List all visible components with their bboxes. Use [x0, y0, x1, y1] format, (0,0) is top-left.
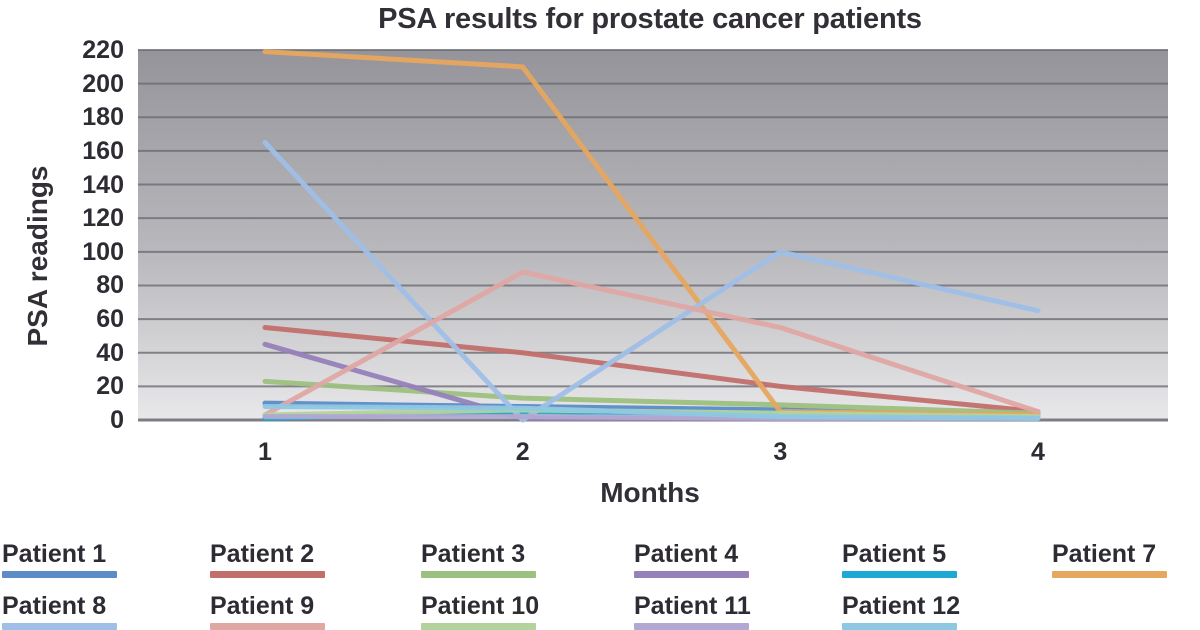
legend-swatch-patient-2	[210, 571, 325, 578]
legend-item-patient-2: Patient 2	[210, 540, 370, 578]
y-tick-120: 120	[82, 204, 124, 233]
legend-item-patient-5: Patient 5	[842, 540, 1002, 578]
legend-item-patient-1: Patient 1	[2, 540, 162, 578]
legend-swatch-patient-7	[1052, 571, 1167, 578]
x-tick-3: 3	[773, 438, 788, 466]
y-tick-220: 220	[82, 36, 124, 64]
y-tick-80: 80	[96, 271, 124, 300]
x-tick-1: 1	[258, 438, 272, 466]
legend-label-patient-12: Patient 12	[842, 592, 961, 620]
y-tick-60: 60	[96, 305, 124, 334]
y-tick-20: 20	[96, 372, 124, 401]
y-tick-140: 140	[82, 170, 124, 199]
legend-label-patient-3: Patient 3	[421, 540, 526, 568]
x-axis-title: Months	[600, 477, 700, 508]
legend-label-patient-11: Patient 11	[634, 592, 751, 620]
x-tick-4: 4	[1031, 438, 1045, 466]
y-tick-0: 0	[110, 406, 124, 434]
plot-area	[138, 49, 1168, 423]
legend-item-patient-7: Patient 7	[1052, 540, 1200, 578]
legend-label-patient-5: Patient 5	[842, 540, 947, 568]
legend-label-patient-4: Patient 4	[634, 540, 739, 568]
line-patient-3	[262, 378, 1041, 416]
x-tick-2: 2	[515, 438, 530, 466]
plot-canvas	[138, 49, 1168, 423]
chart-title: PSA results for prostate cancer patients	[378, 3, 922, 35]
y-tick-180: 180	[82, 103, 124, 132]
legend-swatch-patient-11	[634, 623, 749, 630]
legend-label-patient-1: Patient 1	[2, 540, 107, 568]
legend-item-patient-9: Patient 9	[210, 592, 370, 630]
legend-label-patient-10: Patient 10	[421, 592, 540, 620]
legend-label-patient-9: Patient 9	[210, 592, 315, 620]
legend-label-patient-8: Patient 8	[2, 592, 107, 620]
legend-swatch-patient-9	[210, 623, 325, 630]
y-tick-160: 160	[82, 136, 124, 165]
legend-item-patient-3: Patient 3	[421, 540, 581, 578]
line-patient-7	[262, 49, 1041, 418]
legend-swatch-patient-5	[842, 571, 957, 578]
y-tick-200: 200	[82, 69, 124, 98]
y-tick-40: 40	[96, 338, 124, 367]
legend-swatch-patient-10	[421, 623, 536, 630]
legend-swatch-patient-12	[842, 623, 957, 630]
line-patient-12	[262, 404, 1041, 421]
legend-item-patient-11: Patient 11	[634, 592, 794, 630]
legend-item-patient-8: Patient 8	[2, 592, 162, 630]
legend-swatch-patient-8	[2, 623, 117, 630]
legend-item-patient-10: Patient 10	[421, 592, 581, 630]
y-tick-100: 100	[82, 237, 124, 266]
legend-item-patient-12: Patient 12	[842, 592, 1002, 630]
line-patient-2	[262, 325, 1041, 415]
line-patient-8	[262, 140, 1041, 423]
legend-swatch-patient-3	[421, 571, 536, 578]
legend-swatch-patient-4	[634, 571, 749, 578]
legend-label-patient-7: Patient 7	[1052, 540, 1157, 568]
legend-label-patient-2: Patient 2	[210, 540, 315, 568]
legend-swatch-patient-1	[2, 571, 117, 578]
line-patient-9	[262, 269, 1041, 418]
legend-item-patient-4: Patient 4	[634, 540, 794, 578]
